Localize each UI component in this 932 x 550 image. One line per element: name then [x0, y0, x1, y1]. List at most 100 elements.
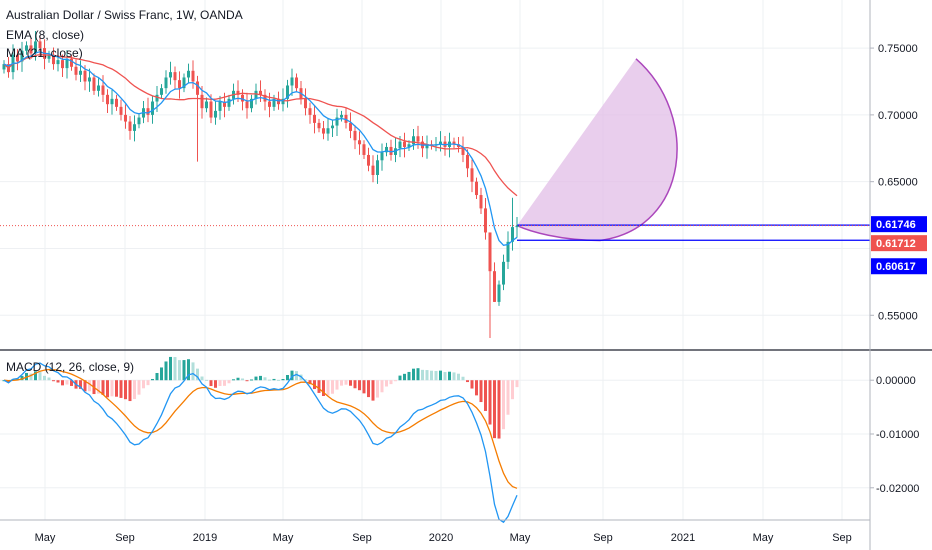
candle-body [79, 70, 82, 75]
candle-body [97, 85, 100, 91]
candle-body [340, 114, 343, 118]
macd-histogram-bar [488, 380, 492, 425]
projection-outline [516, 58, 678, 242]
candle-body [331, 125, 334, 129]
macd-histogram-bar [353, 380, 357, 389]
candle-body [461, 146, 465, 155]
macd-histogram-bar [259, 375, 262, 381]
candle-body [245, 101, 249, 109]
candle-body [497, 284, 501, 302]
candle-body [317, 122, 321, 129]
price-tag-bg [871, 216, 927, 233]
candle-body [200, 94, 204, 109]
macd-histogram-bar [119, 380, 123, 398]
macd-histogram-bar [376, 380, 379, 398]
macd-histogram-bar [146, 380, 150, 386]
macd-histogram-bar [434, 370, 438, 381]
macd-histogram-bar [263, 377, 267, 381]
candle-body [101, 85, 105, 95]
macd-histogram-bar [200, 376, 204, 381]
macd-histogram-bar [101, 380, 105, 395]
chart-title: Australian Dollar / Swiss Franc, 1W, OAN… [6, 8, 243, 22]
macd-histogram-bar [70, 380, 73, 386]
candle-body [74, 66, 78, 75]
macd-histogram-bar [232, 379, 235, 381]
candle-body [506, 241, 510, 262]
time-axis-label: 2020 [429, 532, 453, 544]
candle-body [20, 50, 24, 62]
candle-body [313, 114, 316, 123]
candle-body [358, 140, 361, 145]
candle-body [452, 141, 456, 145]
candle-body [110, 98, 114, 105]
macd-histogram-bar [124, 380, 127, 400]
candle-body [146, 108, 150, 115]
macd-histogram-bar [250, 379, 253, 381]
macd-histogram-bar [61, 380, 64, 386]
candle-body [160, 88, 163, 95]
candle-body [425, 144, 429, 149]
ma-legend: MA (21, close) [6, 46, 83, 60]
ema-legend: EMA (8, close) [6, 28, 85, 42]
macd-histogram-bar [349, 380, 352, 386]
macd-histogram-bar [191, 362, 195, 381]
macd-histogram-bar [484, 380, 487, 411]
macd-histogram-bar [160, 367, 163, 381]
candle-body [385, 146, 388, 153]
macd-histogram-bar [245, 380, 249, 382]
candle-body [223, 101, 226, 107]
macd-histogram-bar [358, 380, 361, 391]
candle-body [191, 70, 195, 82]
macd-histogram-bar [403, 373, 406, 381]
macd-histogram-bar [97, 380, 100, 394]
macd-histogram-bar [151, 378, 154, 381]
macd-histogram-bar [52, 380, 55, 382]
macd-histogram-bar [502, 380, 505, 430]
candle-body [479, 195, 483, 209]
macd-histogram-bar [398, 375, 402, 381]
macd-histogram-bar [425, 370, 429, 381]
candle-body [349, 122, 352, 131]
macd-histogram-bar [241, 378, 244, 381]
candle-body [380, 152, 384, 161]
candle-body [227, 98, 231, 107]
candle-body [250, 98, 253, 109]
macd-histogram-bar [79, 380, 82, 389]
macd-histogram-bar [412, 368, 415, 381]
time-axis-label: May [35, 532, 56, 544]
candle-body [187, 70, 190, 78]
price-axis-tick: 0.75000 [878, 43, 918, 55]
macd-histogram-bar [452, 372, 456, 381]
macd-histogram-bar [371, 380, 375, 401]
price-axis-tick: 0.70000 [878, 110, 918, 122]
time-axis-label: May [753, 532, 774, 544]
macd-histogram-bar [326, 380, 330, 396]
macd-histogram-bar [223, 380, 226, 386]
candle-body [173, 72, 177, 81]
macd-histogram-bar [367, 380, 370, 398]
macd-histogram-bar [272, 378, 276, 381]
time-axis-label: 2019 [193, 532, 217, 544]
candle-body [209, 101, 213, 118]
macd-histogram-bar [344, 380, 348, 385]
candle-body [205, 101, 208, 109]
candle-body [322, 128, 325, 134]
candle-body [115, 98, 118, 107]
candle-body [353, 130, 357, 141]
macd-histogram-bar [380, 380, 384, 393]
macd-histogram-bar [511, 380, 514, 400]
macd-histogram-bar [389, 380, 393, 385]
time-axis-label: Sep [115, 532, 135, 544]
candle-body [484, 208, 487, 233]
macd-histogram-bar [497, 380, 501, 439]
macd-histogram-bar [506, 380, 510, 415]
candle-body [470, 168, 474, 182]
macd-histogram-bar [155, 373, 159, 381]
time-axis-label: May [510, 532, 531, 544]
candle-body [56, 60, 60, 65]
macd-histogram-bar [106, 380, 109, 398]
candle-body [407, 144, 411, 147]
candle-body [2, 64, 6, 70]
macd-legend: MACD (12, 26, close, 9) [6, 360, 135, 374]
